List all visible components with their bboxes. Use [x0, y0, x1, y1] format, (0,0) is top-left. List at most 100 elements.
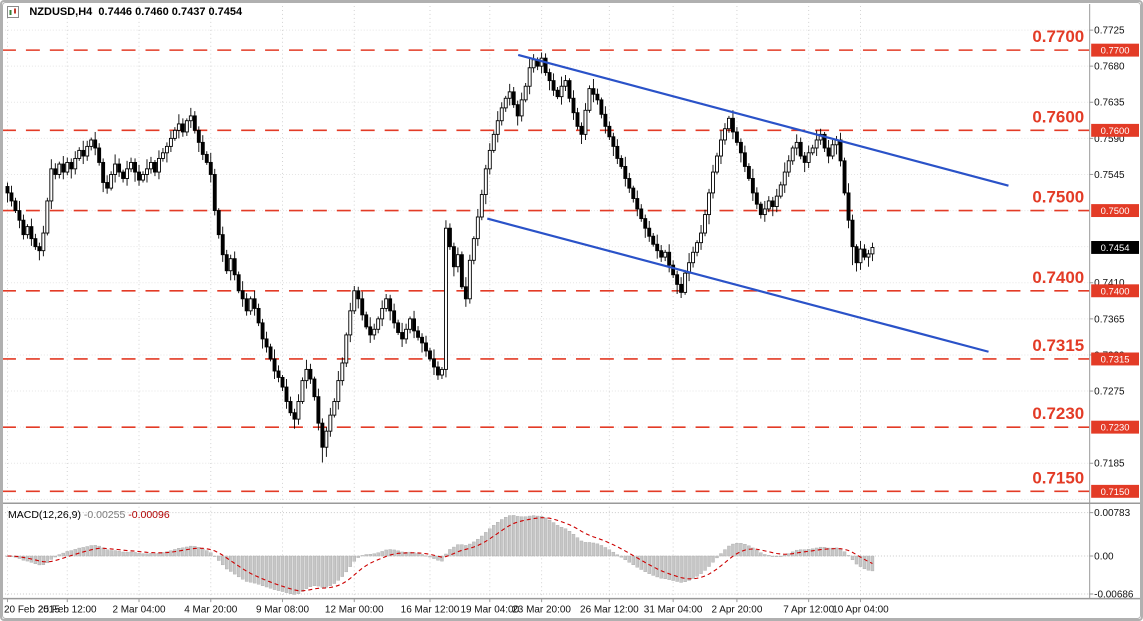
- level-price-label[interactable]: 0.7700: [1032, 27, 1084, 46]
- level-price-label[interactable]: 0.7600: [1032, 107, 1084, 126]
- macd-bar: [551, 522, 556, 557]
- macd-bar: [866, 555, 871, 571]
- candle-body: [376, 318, 381, 330]
- macd-bar: [53, 555, 58, 558]
- macd-bar: [392, 549, 396, 557]
- level-price-label[interactable]: 0.7230: [1032, 404, 1084, 423]
- candle-body: [228, 258, 233, 272]
- level-price-labels[interactable]: 0.7700 0.7600 0.7500 0.7400 0.7315 0.7230 0.71…: [1032, 27, 1084, 487]
- level-price-label[interactable]: 0.7500: [1032, 188, 1084, 207]
- macd-bar: [723, 549, 727, 557]
- macd-bar: [747, 545, 751, 557]
- candle-body: [428, 350, 432, 360]
- candle-body: [392, 310, 397, 324]
- macd-bar: [539, 516, 544, 557]
- candle-body: [762, 208, 767, 216]
- macd-signal-value: -0.00096: [128, 509, 170, 521]
- candle-body: [786, 160, 791, 173]
- candle-body: [352, 290, 357, 312]
- candle-body: [69, 161, 74, 170]
- time-axis-label: 26 Mar 12:00: [580, 605, 639, 616]
- macd-bar: [535, 515, 540, 557]
- support-resistance-lines[interactable]: [2, 49, 1090, 493]
- macd-bar: [655, 555, 659, 578]
- macd-bar: [260, 555, 265, 586]
- candle-body: [487, 149, 492, 170]
- macd-bar: [615, 554, 620, 557]
- time-axis-label: 9 Mar 08:00: [256, 605, 310, 616]
- macd-bar: [759, 552, 763, 557]
- macd-bar: [480, 535, 484, 557]
- macd-bar: [129, 551, 133, 557]
- macd-bar: [775, 555, 779, 557]
- candle-body: [663, 251, 668, 258]
- level-price-label[interactable]: 0.7400: [1032, 268, 1084, 287]
- time-axis-label: 2 Mar 04:00: [112, 605, 166, 616]
- candle-body: [519, 99, 524, 117]
- macd-bar: [232, 555, 237, 575]
- chart-title-text: NZDUSD,H4 0.7446 0.7460 0.7437 0.7454: [29, 6, 243, 18]
- candle-body: [591, 88, 596, 95]
- candle-body: [826, 147, 831, 157]
- candle-body: [810, 147, 815, 154]
- candle-body: [97, 147, 102, 163]
- macd-bar: [735, 543, 739, 557]
- candle-body: [451, 246, 456, 268]
- candle-body: [109, 174, 114, 189]
- macd-bar: [512, 515, 516, 557]
- trendlines[interactable]: [487, 53, 1009, 353]
- macd-bar: [352, 555, 356, 562]
- macd-bar: [679, 555, 683, 583]
- macd-bar: [400, 551, 404, 557]
- level-price-label[interactable]: 0.7315: [1032, 336, 1084, 355]
- macd-bar: [332, 555, 337, 584]
- candle-body: [380, 307, 385, 320]
- candle-body: [571, 97, 576, 114]
- candle-body: [105, 182, 110, 189]
- macd-bar: [567, 531, 572, 557]
- candle-body: [296, 401, 301, 420]
- price-axis[interactable]: 0.7725 0.7680 0.7635 0.7590 0.7545 0.7410 0.73…: [1089, 3, 1140, 601]
- macd-bar: [85, 546, 89, 557]
- macd-bar: [404, 552, 408, 557]
- macd-histogram: [5, 515, 875, 595]
- macd-bar: [854, 555, 859, 565]
- candle-body: [503, 97, 508, 109]
- time-axis-label: 19 Mar 04:00: [460, 605, 519, 616]
- candle-body: [145, 168, 149, 175]
- macd-bar: [109, 550, 113, 557]
- macd-bar: [304, 555, 309, 589]
- candle-body: [547, 72, 552, 82]
- macd-bar: [292, 555, 297, 595]
- level-price-label[interactable]: 0.7150: [1032, 468, 1084, 487]
- macd-bar: [699, 555, 703, 574]
- level-axis-badge-text: 0.7400: [1101, 286, 1130, 297]
- trendline[interactable]: [517, 53, 1009, 187]
- macd-bar: [587, 542, 592, 557]
- candle-body: [368, 326, 373, 336]
- macd-bar: [671, 555, 675, 581]
- macd-bar: [448, 549, 452, 557]
- candle-body: [866, 253, 871, 258]
- macd-bar: [193, 546, 197, 557]
- macd-bar: [284, 555, 289, 593]
- macd-bar: [280, 555, 285, 592]
- candle-body: [607, 125, 612, 138]
- macd-bar: [177, 548, 181, 557]
- candle-body: [619, 157, 624, 167]
- candle-body: [160, 152, 165, 159]
- macd-bar: [432, 555, 436, 559]
- macd-bar: [822, 547, 827, 557]
- trendline[interactable]: [487, 217, 989, 353]
- macd-bar: [248, 555, 253, 583]
- macd-bar: [45, 555, 50, 564]
- candle-body: [719, 139, 723, 157]
- level-axis-badge-text: 0.7315: [1101, 354, 1130, 365]
- time-axis-label: 25 Feb 12:00: [38, 605, 97, 616]
- macd-bar: [527, 515, 532, 557]
- macd-bar: [619, 555, 624, 558]
- candle-body: [304, 368, 309, 382]
